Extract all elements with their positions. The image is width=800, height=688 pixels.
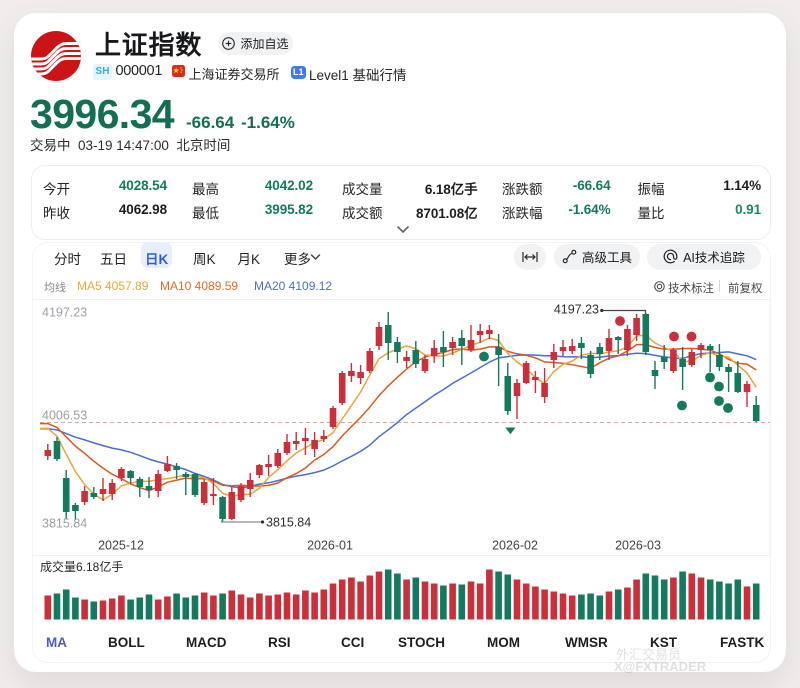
svg-text:2025-12: 2025-12 [98, 539, 144, 553]
svg-text:3815.84: 3815.84 [42, 517, 87, 531]
svg-text:3815.84: 3815.84 [266, 516, 311, 530]
svg-text:2026-01: 2026-01 [307, 539, 353, 553]
svg-text:4197.23: 4197.23 [554, 303, 599, 317]
svg-text:4197.23: 4197.23 [42, 306, 87, 320]
svg-text:2026-02: 2026-02 [492, 539, 538, 553]
svg-text:4006.53: 4006.53 [42, 409, 87, 423]
svg-text:2026-03: 2026-03 [615, 539, 661, 553]
